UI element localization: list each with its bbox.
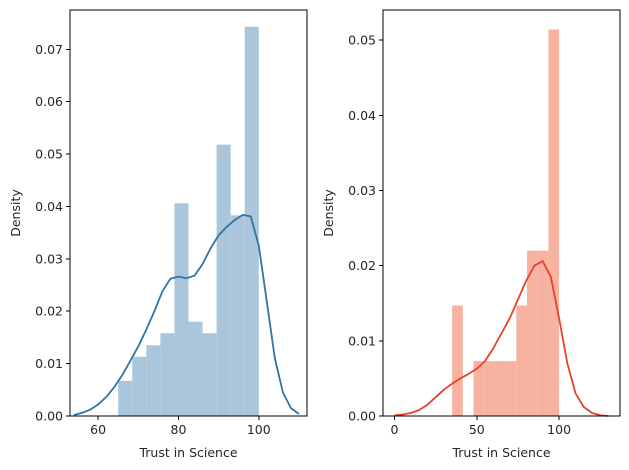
y-tick-label: 0.00	[348, 409, 376, 424]
x-axis-title: Trust in Science	[138, 445, 237, 460]
y-tick-label: 0.04	[348, 108, 376, 123]
x-tick-label: 80	[171, 422, 187, 437]
histogram-bar	[132, 356, 147, 416]
y-tick-label: 0.01	[35, 356, 63, 371]
histogram-bar	[146, 345, 161, 416]
y-tick-label: 0.01	[348, 333, 376, 348]
y-tick-label: 0.04	[35, 199, 63, 214]
x-tick-label: 0	[391, 422, 399, 437]
x-tick-label: 60	[90, 422, 106, 437]
histogram-bar	[505, 361, 517, 416]
y-tick-label: 0.07	[35, 42, 63, 57]
histogram-bar	[230, 215, 245, 416]
y-tick-label: 0.02	[348, 258, 376, 273]
histogram-bar	[216, 144, 231, 417]
kde-line	[73, 213, 300, 416]
histogram-bar	[202, 333, 217, 416]
x-tick-label: 100	[547, 422, 571, 437]
y-tick-label: 0.00	[35, 409, 63, 424]
y-tick-label: 0.06	[35, 94, 63, 109]
histogram-bar	[537, 250, 549, 416]
histogram-bar	[527, 250, 538, 416]
x-tick-label: 100	[247, 422, 271, 437]
y-axis-title: Density	[321, 189, 336, 237]
axes-frame	[69, 9, 308, 417]
y-tick-label: 0.02	[35, 304, 63, 319]
histogram-bar	[473, 361, 485, 416]
histogram-bar	[188, 321, 203, 416]
chart-panel-1: 60 80 100 0.00 0.01 0.02 0.03 0.04 0.05 0.06 0.07 T…	[8, 9, 308, 460]
histogram-bar	[494, 361, 506, 416]
histogram-bar	[174, 203, 189, 416]
histogram-bar	[484, 361, 495, 416]
histogram-bar	[516, 305, 528, 416]
chart-panel-2: 0 50 100 0.00 0.01 0.02 0.03 0.04 0.05 Trust in S…	[321, 9, 621, 460]
y-axis-title: Density	[8, 189, 23, 237]
kde-line	[394, 260, 609, 417]
y-tick-label: 0.05	[35, 147, 63, 162]
y-tick-label: 0.05	[348, 33, 376, 48]
histogram-bar	[452, 305, 463, 416]
x-axis-title: Trust in Science	[451, 445, 550, 460]
x-tick-label: 50	[469, 422, 485, 437]
histogram-bar	[160, 333, 175, 416]
histogram-bar	[548, 29, 560, 416]
histogram-bar	[118, 380, 133, 416]
y-tick-label: 0.03	[348, 183, 376, 198]
axes-frame	[382, 9, 621, 417]
y-tick-label: 0.03	[35, 251, 63, 266]
